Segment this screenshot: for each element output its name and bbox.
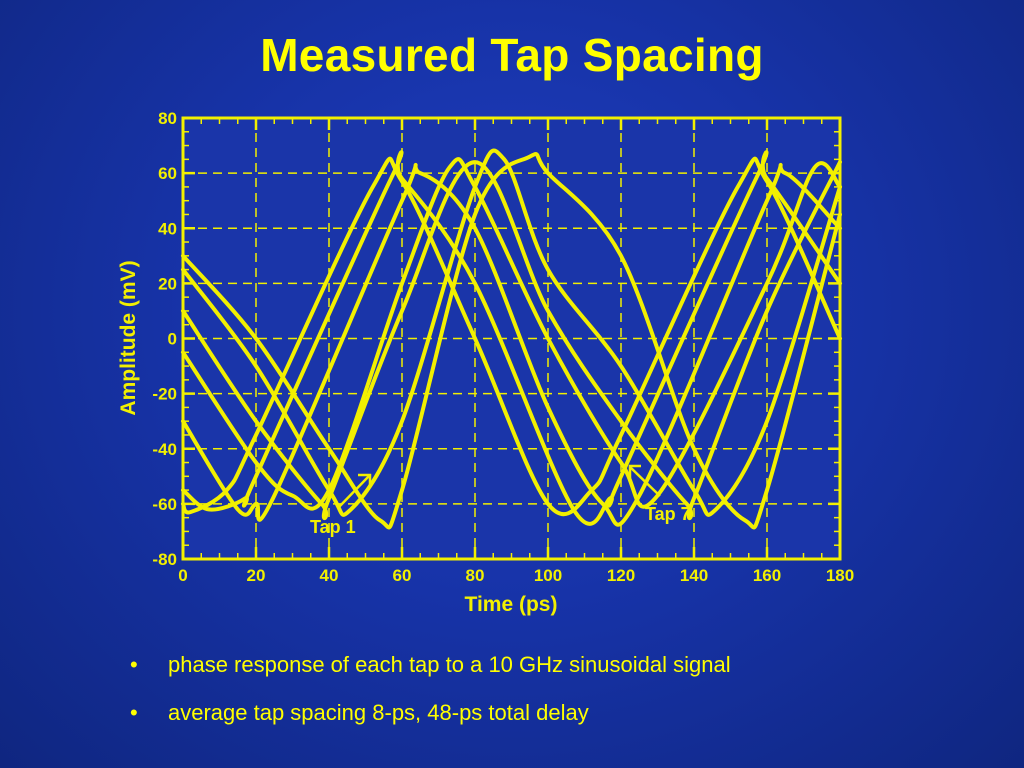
x-tick-label: 20 <box>247 566 266 585</box>
y-tick-label: -20 <box>152 385 177 404</box>
series-line-tap-3 <box>181 162 842 527</box>
x-tick-label: 40 <box>320 566 339 585</box>
tap7-arrow-line <box>629 466 661 497</box>
y-tick-label: -40 <box>152 440 177 459</box>
x-tick-label: 140 <box>680 566 708 585</box>
y-tick-label: 20 <box>158 274 177 293</box>
series-line-tap-7 <box>181 151 842 530</box>
slide-title: Measured Tap Spacing <box>260 29 764 81</box>
series-line-tap-5 <box>181 160 842 521</box>
tap7-arrow-head <box>628 464 641 478</box>
line-chart: 0 20 40 60 80 100 120 140 160 180 -80 -60 -40 -20 0 20 4… <box>117 109 854 616</box>
y-tick-label: 80 <box>158 109 177 128</box>
y-axis-title: Amplitude (mV) <box>117 260 140 415</box>
tap1-arrow-line <box>337 475 370 509</box>
bullet-list: • phase response of each tap to a 10 GHz … <box>128 652 731 748</box>
chart-series-layer <box>181 148 842 530</box>
tap7-label: Tap 7 <box>645 504 691 524</box>
chart-tick-labels: 0 20 40 60 80 100 120 140 160 180 -80 -60 -40 -20 0 20 4… <box>152 109 854 585</box>
x-tick-label: 120 <box>607 566 635 585</box>
bullet-item: • average tap spacing 8-ps, 48-ps total d… <box>128 700 731 726</box>
y-tick-label: -60 <box>152 495 177 514</box>
x-tick-label: 180 <box>826 566 854 585</box>
series-line-tap-1 <box>181 156 842 517</box>
x-axis-title: Time (ps) <box>465 593 558 616</box>
bullet-text: average tap spacing 8-ps, 48-ps total de… <box>168 700 589 725</box>
tap1-label: Tap 1 <box>310 517 356 537</box>
y-tick-label: -80 <box>152 550 177 569</box>
chart-ticks <box>181 116 842 561</box>
y-tick-label: 60 <box>158 164 177 183</box>
y-tick-label: 40 <box>158 219 177 238</box>
series-line-tap-2 <box>181 150 842 526</box>
bullet-dot: • <box>130 700 138 725</box>
x-tick-label: 80 <box>466 566 485 585</box>
x-tick-label: 100 <box>534 566 562 585</box>
x-tick-label: 160 <box>753 566 781 585</box>
bullet-dot: • <box>130 652 138 677</box>
bullet-item: • phase response of each tap to a 10 GHz … <box>128 652 731 678</box>
x-tick-label: 0 <box>178 566 187 585</box>
chart-annotations: Tap 1 Tap 7 <box>310 464 691 537</box>
x-tick-label: 60 <box>393 566 412 585</box>
bullet-text: phase response of each tap to a 10 GHz s… <box>168 652 731 677</box>
tap1-arrow-head <box>358 473 372 487</box>
series-line-tap-4 <box>181 157 842 511</box>
y-tick-label: 0 <box>168 330 177 349</box>
